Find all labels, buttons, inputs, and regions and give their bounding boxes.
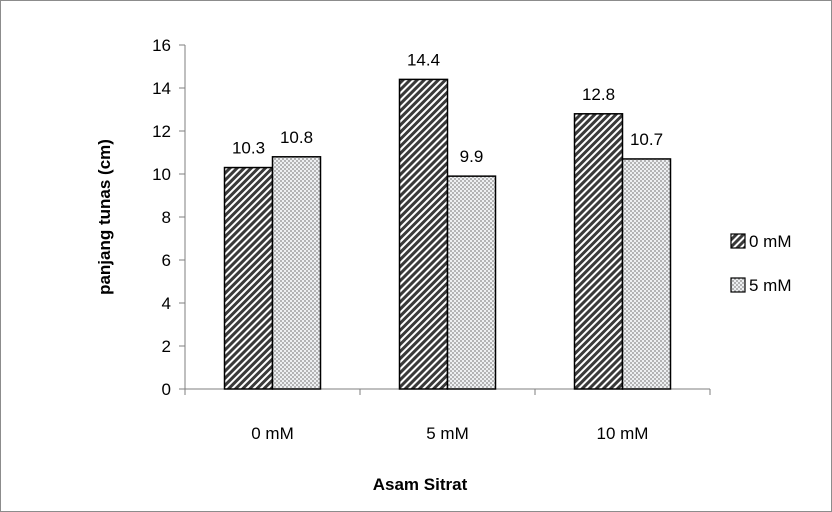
data-label: 10.3 [232,139,265,158]
data-label: 12.8 [582,85,615,104]
y-tick-label: 6 [162,251,171,270]
bar [575,114,623,389]
y-tick-label: 4 [162,294,171,313]
legend: 0 mM 5 mM [731,232,792,295]
x-axis-title: Asam Sitrat [373,475,468,494]
legend-label: 5 mM [749,276,792,295]
y-tick-label: 10 [152,165,171,184]
legend-label: 0 mM [749,232,792,251]
bars [225,79,671,389]
y-tick-label: 2 [162,337,171,356]
x-tick-label: 0 mM [251,424,294,443]
bar [448,176,496,389]
data-label: 10.8 [280,128,313,147]
x-tick-label: 10 mM [597,424,649,443]
data-label: 10.7 [630,130,663,149]
bar [623,159,671,389]
data-label: 9.9 [460,147,484,166]
y-axis-title: panjang tunas (cm) [95,139,114,295]
bar [273,157,321,389]
y-tick-label: 16 [152,36,171,55]
y-tick-label: 0 [162,380,171,399]
x-axis: 0 mM 5 mM 10 mM [185,389,710,443]
x-tick-label: 5 mM [426,424,469,443]
y-tick-label: 12 [152,122,171,141]
data-label: 14.4 [407,50,440,69]
bar [225,168,273,389]
y-axis: 0 2 4 6 8 10 12 14 16 [152,36,185,399]
legend-swatch [731,234,745,248]
y-tick-label: 14 [152,79,171,98]
bar [400,79,448,389]
y-tick-label: 8 [162,208,171,227]
legend-swatch [731,278,745,292]
